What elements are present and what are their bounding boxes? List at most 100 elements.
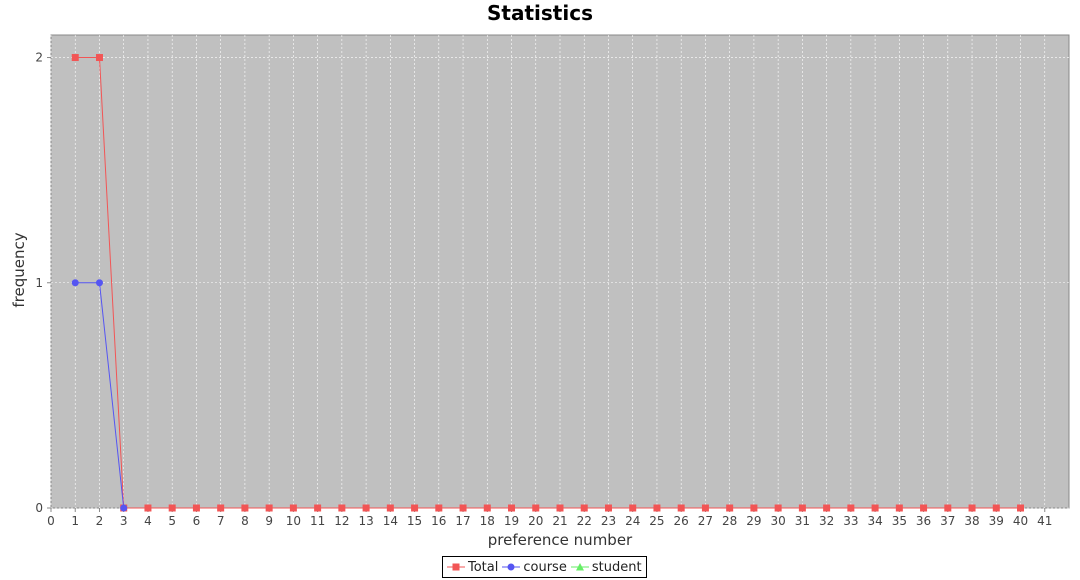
data-point-total [847,504,855,512]
x-axis-label: preference number [488,531,633,549]
y-axis-label: frequency [10,232,28,307]
data-point-total [968,504,976,512]
data-point-total [338,504,346,512]
data-point-course [95,279,103,287]
legend-item-course: course [502,559,567,575]
x-tick-label: 5 [168,514,176,528]
data-point-total [314,504,322,512]
legend-swatch-course [502,563,521,571]
data-point-total [71,54,79,62]
legend-label-student: student [591,559,642,575]
legend-marker-student [575,563,584,571]
x-tick-label: 23 [601,514,616,528]
x-tick-label: 18 [480,514,495,528]
data-point-total [701,504,709,512]
x-tick-label: 27 [698,514,713,528]
data-point-total [217,504,225,512]
x-tick-label: 6 [193,514,201,528]
data-point-total [653,504,661,512]
series-layer [71,54,1025,512]
x-tick-label: 7 [217,514,225,528]
data-point-total [386,504,394,512]
series-total [71,54,1025,512]
data-point-total [532,504,540,512]
x-tick-label: 4 [144,514,152,528]
data-point-total [459,504,467,512]
data-point-total [604,504,612,512]
x-tick-label: 3 [120,514,128,528]
data-point-total [992,504,1000,512]
x-tick-label: 33 [843,514,858,528]
data-point-total [629,504,637,512]
legend-marker-total [452,563,460,571]
x-tick-label: 31 [795,514,810,528]
data-point-total [95,54,103,62]
legend-swatch-total [447,563,465,571]
legend-label-total: Total [468,559,499,575]
x-tick-label: 28 [722,514,737,528]
x-tick-label: 13 [358,514,373,528]
data-point-total [435,504,443,512]
x-tick-label: 16 [431,514,446,528]
data-point-total [168,504,176,512]
x-tick-label: 8 [241,514,249,528]
legend-item-student: student [570,559,642,575]
x-tick-label: 35 [892,514,907,528]
x-tick-label: 41 [1037,514,1052,528]
x-tick-label: 9 [265,514,273,528]
x-tick-label: 39 [989,514,1004,528]
x-tick-label: 20 [528,514,543,528]
x-tick-label: 30 [771,514,786,528]
x-tick-label: 25 [649,514,664,528]
x-tick-label: 14 [383,514,398,528]
axes: 0 1 2 3 4 5 6 7 8 9 10 11 12 13 14 15 16 17 18 19 20 21 22 23 24… [35,51,1052,528]
legend-marker-course [507,563,515,571]
x-tick-label: 22 [577,514,592,528]
data-point-total [580,504,588,512]
series-course [71,279,128,512]
data-point-total [920,504,928,512]
data-point-total [265,504,273,512]
data-point-total [677,504,685,512]
x-tick-label: 34 [867,514,882,528]
data-point-total [774,504,782,512]
data-point-total [289,504,297,512]
x-tick-label: 40 [1013,514,1028,528]
x-tick-label: 26 [674,514,689,528]
x-tick-label: 0 [47,514,55,528]
data-point-total [411,504,419,512]
legend-label-course: course [523,559,567,575]
data-point-total [798,504,806,512]
x-tick-label: 32 [819,514,834,528]
x-tick-label: 11 [310,514,325,528]
x-tick-label: 2 [96,514,104,528]
y-tick-label: 0 [35,501,43,515]
legend: Total course student [442,556,647,578]
x-tick-label: 17 [455,514,470,528]
data-point-total [241,504,249,512]
x-tick-label: 29 [746,514,761,528]
y-tick-label: 2 [35,51,43,65]
x-tick-label: 38 [964,514,979,528]
data-point-total [192,504,200,512]
x-tick-label: 24 [625,514,640,528]
data-point-total [362,504,370,512]
x-tick-label: 21 [552,514,567,528]
data-point-course [71,279,79,287]
x-tick-label: 15 [407,514,422,528]
x-tick-label: 37 [940,514,955,528]
x-tick-label: 1 [71,514,79,528]
series-line-total [75,57,1021,509]
legend-item-total: Total [447,560,498,575]
data-point-total [144,504,152,512]
chart-title: Statistics [487,1,593,25]
y-tick-label: 1 [35,276,43,290]
data-point-total [750,504,758,512]
data-point-total [556,504,564,512]
x-tick-label: 19 [504,514,519,528]
data-point-total [944,504,952,512]
x-tick-label: 10 [286,514,301,528]
data-point-total [508,504,516,512]
x-tick-label: 36 [916,514,931,528]
